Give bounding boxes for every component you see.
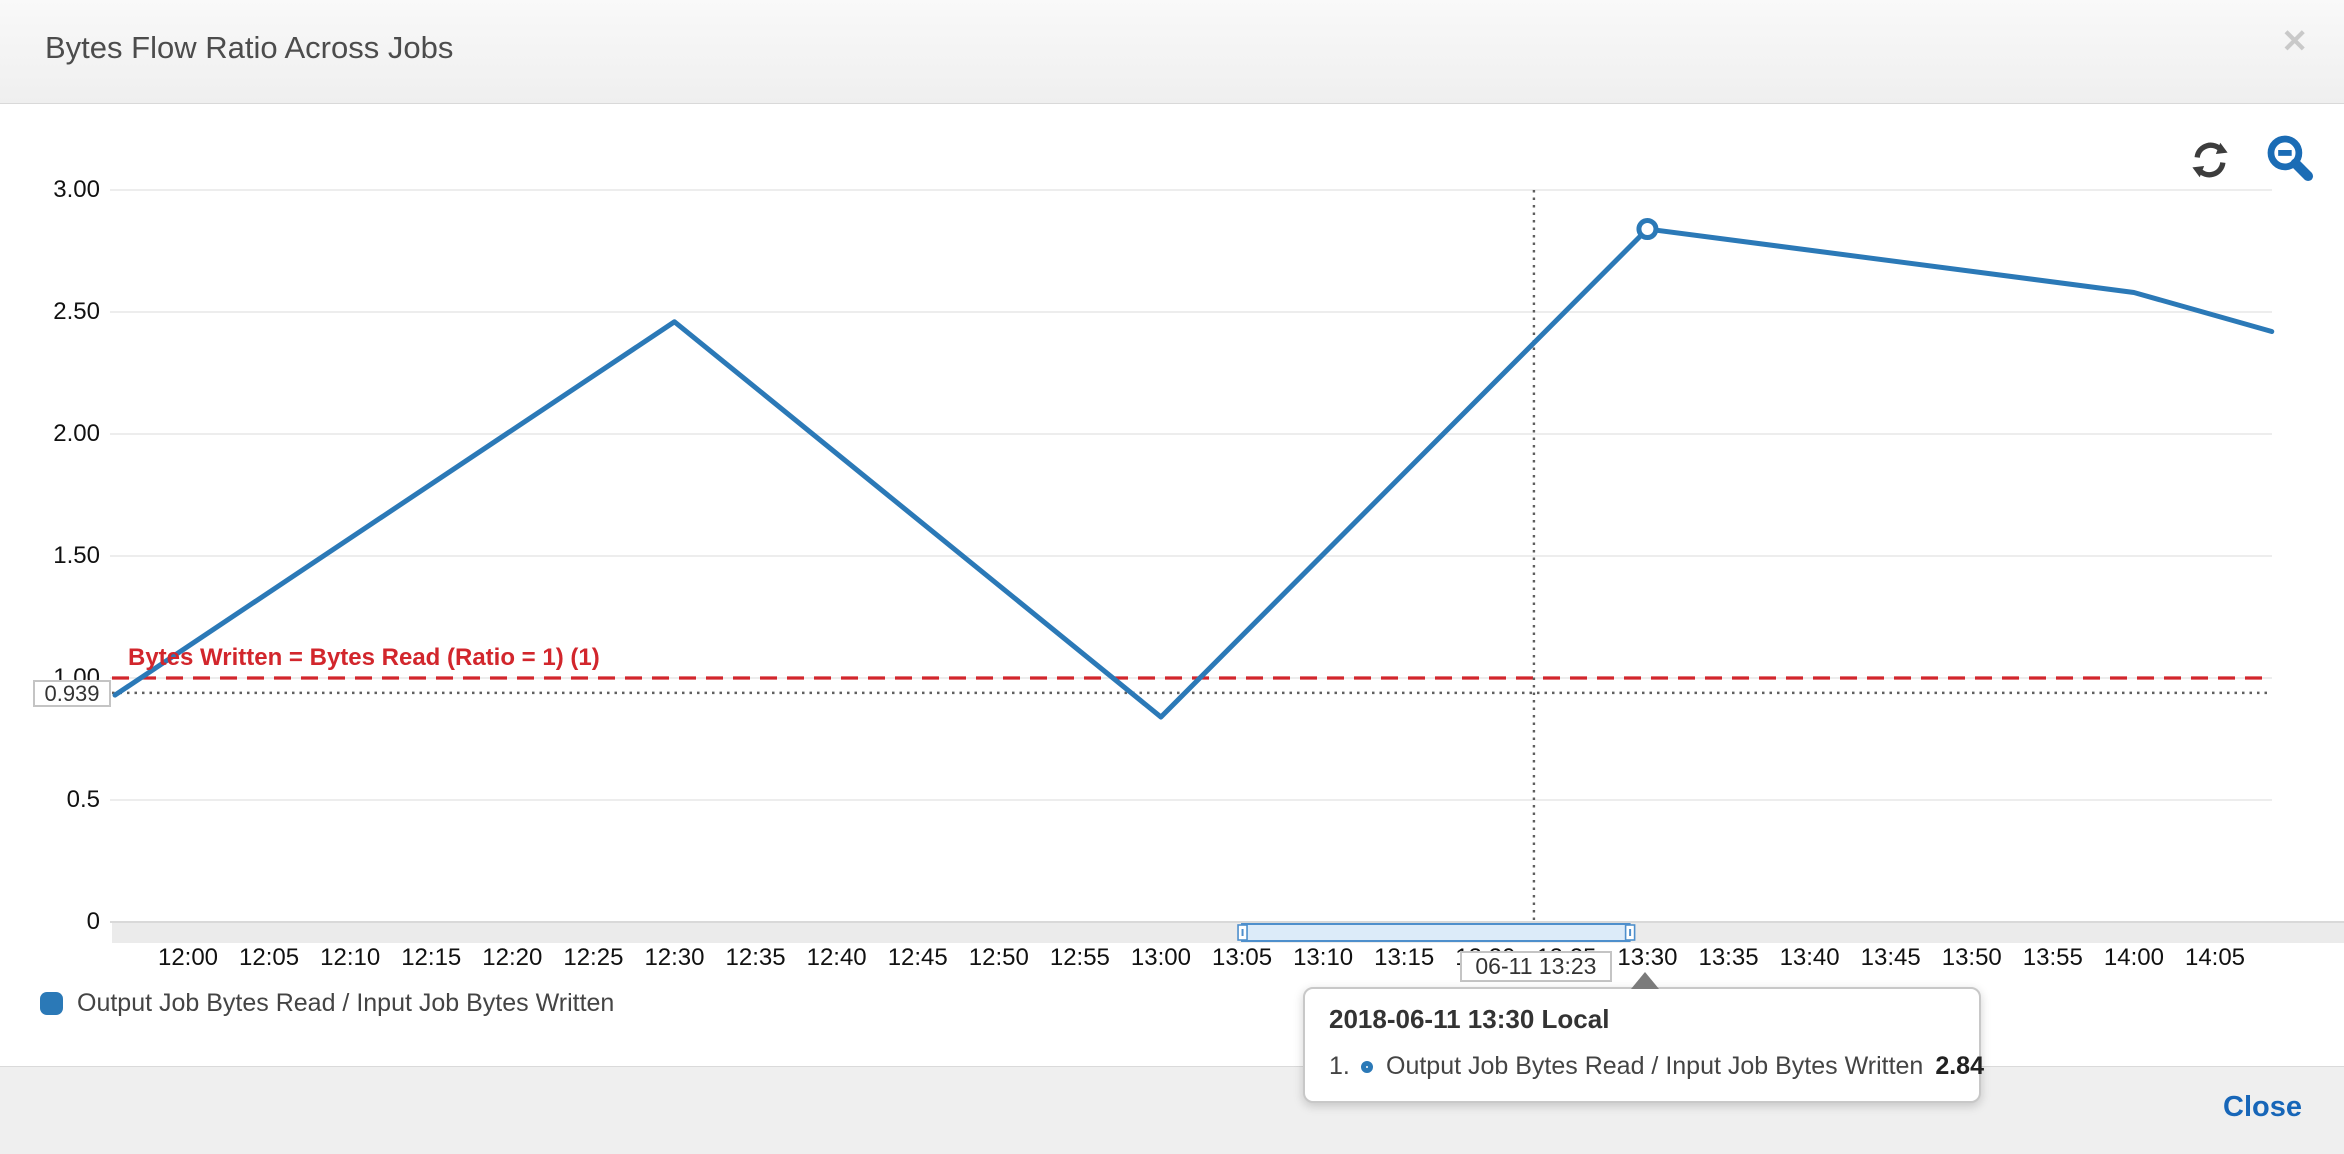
time-selector-brush[interactable] bbox=[1241, 923, 1631, 942]
tooltip-row-label: Output Job Bytes Read / Input Job Bytes … bbox=[1386, 1052, 1924, 1080]
tooltip-row-index: 1. bbox=[1329, 1052, 1350, 1080]
refresh-button[interactable] bbox=[2188, 138, 2232, 182]
legend-swatch bbox=[40, 992, 63, 1015]
refresh-icon bbox=[2188, 142, 2232, 185]
datapoint-tooltip: 2018-06-11 13:30 Local 1. Output Job Byt… bbox=[1303, 972, 1984, 1103]
tooltip-row-value: 2.84 bbox=[1935, 1052, 1984, 1080]
tooltip-title: 2018-06-11 13:30 Local bbox=[1329, 1004, 1610, 1034]
time-selector-track[interactable] bbox=[112, 923, 2344, 943]
close-icon[interactable]: ✕ bbox=[2275, 24, 2314, 58]
crosshair-y-value-box: 0.939 bbox=[33, 679, 111, 707]
series-line bbox=[112, 226, 2275, 720]
crosshair-x-time-box: 06-11 13:23 bbox=[1459, 951, 1612, 982]
zoom-out-icon bbox=[2264, 135, 2318, 189]
series-marker-icon bbox=[1361, 1060, 1373, 1073]
modal-header: Bytes Flow Ratio Across Jobs ✕ bbox=[0, 0, 2344, 104]
legend-label: Output Job Bytes Read / Input Job Bytes … bbox=[77, 989, 615, 1017]
close-button[interactable]: Close bbox=[2223, 1091, 2302, 1123]
tooltip-arrow-icon bbox=[1631, 972, 1659, 989]
highlighted-point-marker bbox=[1636, 218, 1659, 241]
legend-item[interactable]: Output Job Bytes Read / Input Job Bytes … bbox=[40, 989, 614, 1018]
tooltip-row: 1. Output Job Bytes Read / Input Job Byt… bbox=[1329, 1052, 1984, 1081]
annotation-label: Bytes Written = Bytes Read (Ratio = 1) (… bbox=[128, 644, 600, 671]
modal-title: Bytes Flow Ratio Across Jobs bbox=[45, 30, 454, 65]
modal-footer: Close bbox=[0, 1066, 2344, 1154]
zoom-out-button[interactable] bbox=[2264, 132, 2318, 186]
